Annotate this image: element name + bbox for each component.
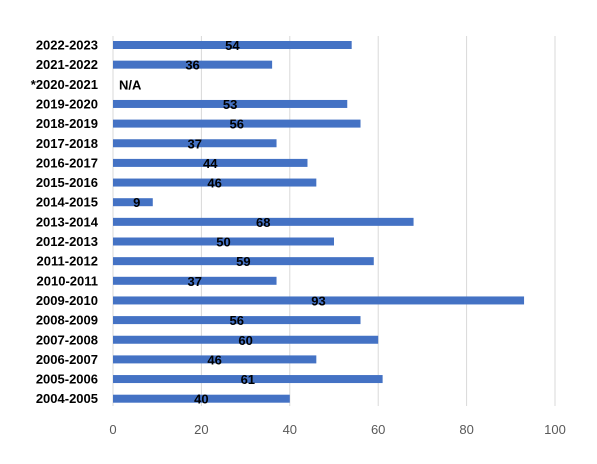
- bar: [113, 316, 361, 325]
- data-label: 37: [188, 136, 202, 151]
- x-tick-label: 60: [371, 422, 385, 437]
- data-label: 40: [194, 392, 208, 407]
- category-label: 2004-2005: [36, 391, 98, 406]
- category-label: 2018-2019: [36, 116, 98, 131]
- bar: [113, 139, 277, 148]
- category-label: 2007-2008: [36, 332, 98, 347]
- bar: [113, 178, 317, 187]
- category-label: 2014-2015: [36, 195, 98, 210]
- data-label: 53: [223, 97, 237, 112]
- x-tick-label: 0: [109, 422, 116, 437]
- bar: [113, 41, 352, 49]
- category-label: 2021-2022: [36, 57, 98, 72]
- data-label: 93: [311, 293, 325, 308]
- data-label: 44: [203, 156, 218, 171]
- bar: [113, 119, 361, 128]
- category-label: 2005-2006: [36, 372, 98, 387]
- category-label: 2011-2012: [37, 254, 98, 269]
- x-tick-label: 80: [459, 422, 473, 437]
- bar: [113, 60, 273, 69]
- x-tick-label: 20: [194, 422, 208, 437]
- bar: [113, 99, 348, 108]
- data-label: 60: [238, 333, 252, 348]
- bar: [113, 276, 277, 285]
- data-label: 50: [216, 235, 230, 250]
- bar: [113, 237, 334, 246]
- data-label: 54: [225, 38, 240, 53]
- data-label: 68: [256, 215, 270, 230]
- data-label: 46: [207, 352, 221, 367]
- bar: [113, 335, 379, 344]
- category-label: 2009-2010: [36, 293, 98, 308]
- bar: [113, 375, 383, 384]
- data-label: 61: [241, 372, 255, 387]
- category-label: 2015-2016: [36, 175, 98, 190]
- x-tick-label: 100: [544, 422, 566, 437]
- bar: [113, 296, 525, 305]
- category-label: 2008-2009: [36, 313, 98, 328]
- data-label: 56: [230, 117, 244, 132]
- data-label: 56: [230, 313, 244, 328]
- category-label: 2017-2018: [36, 136, 98, 151]
- bar: [113, 394, 290, 403]
- data-label: N/A: [119, 77, 142, 92]
- category-label: *2020-2021: [31, 77, 98, 92]
- category-label: 2006-2007: [36, 352, 98, 367]
- data-label: 37: [188, 274, 202, 289]
- bar: [113, 198, 153, 207]
- x-axis-ticks: 0 20 40 60 80 100: [109, 422, 565, 437]
- category-label: 2022-2023: [36, 38, 98, 53]
- bar: [113, 217, 414, 226]
- category-label: 2016-2017: [36, 155, 98, 170]
- bar: [113, 158, 308, 167]
- bar: [113, 257, 374, 266]
- category-label: 2013-2014: [36, 214, 99, 229]
- category-label: 2012-2013: [36, 234, 98, 249]
- data-label: 36: [185, 58, 199, 73]
- bars: [113, 41, 525, 403]
- x-tick-label: 40: [283, 422, 297, 437]
- category-label: 2019-2020: [36, 96, 98, 111]
- bar: [113, 355, 317, 364]
- data-label: 9: [133, 195, 140, 210]
- category-labels: 2022-2023 2021-2022 *2020-2021 2019-2020 201…: [31, 38, 99, 407]
- data-label: 59: [236, 254, 250, 269]
- category-label: 2010-2011: [37, 273, 98, 288]
- data-label: 46: [207, 176, 221, 191]
